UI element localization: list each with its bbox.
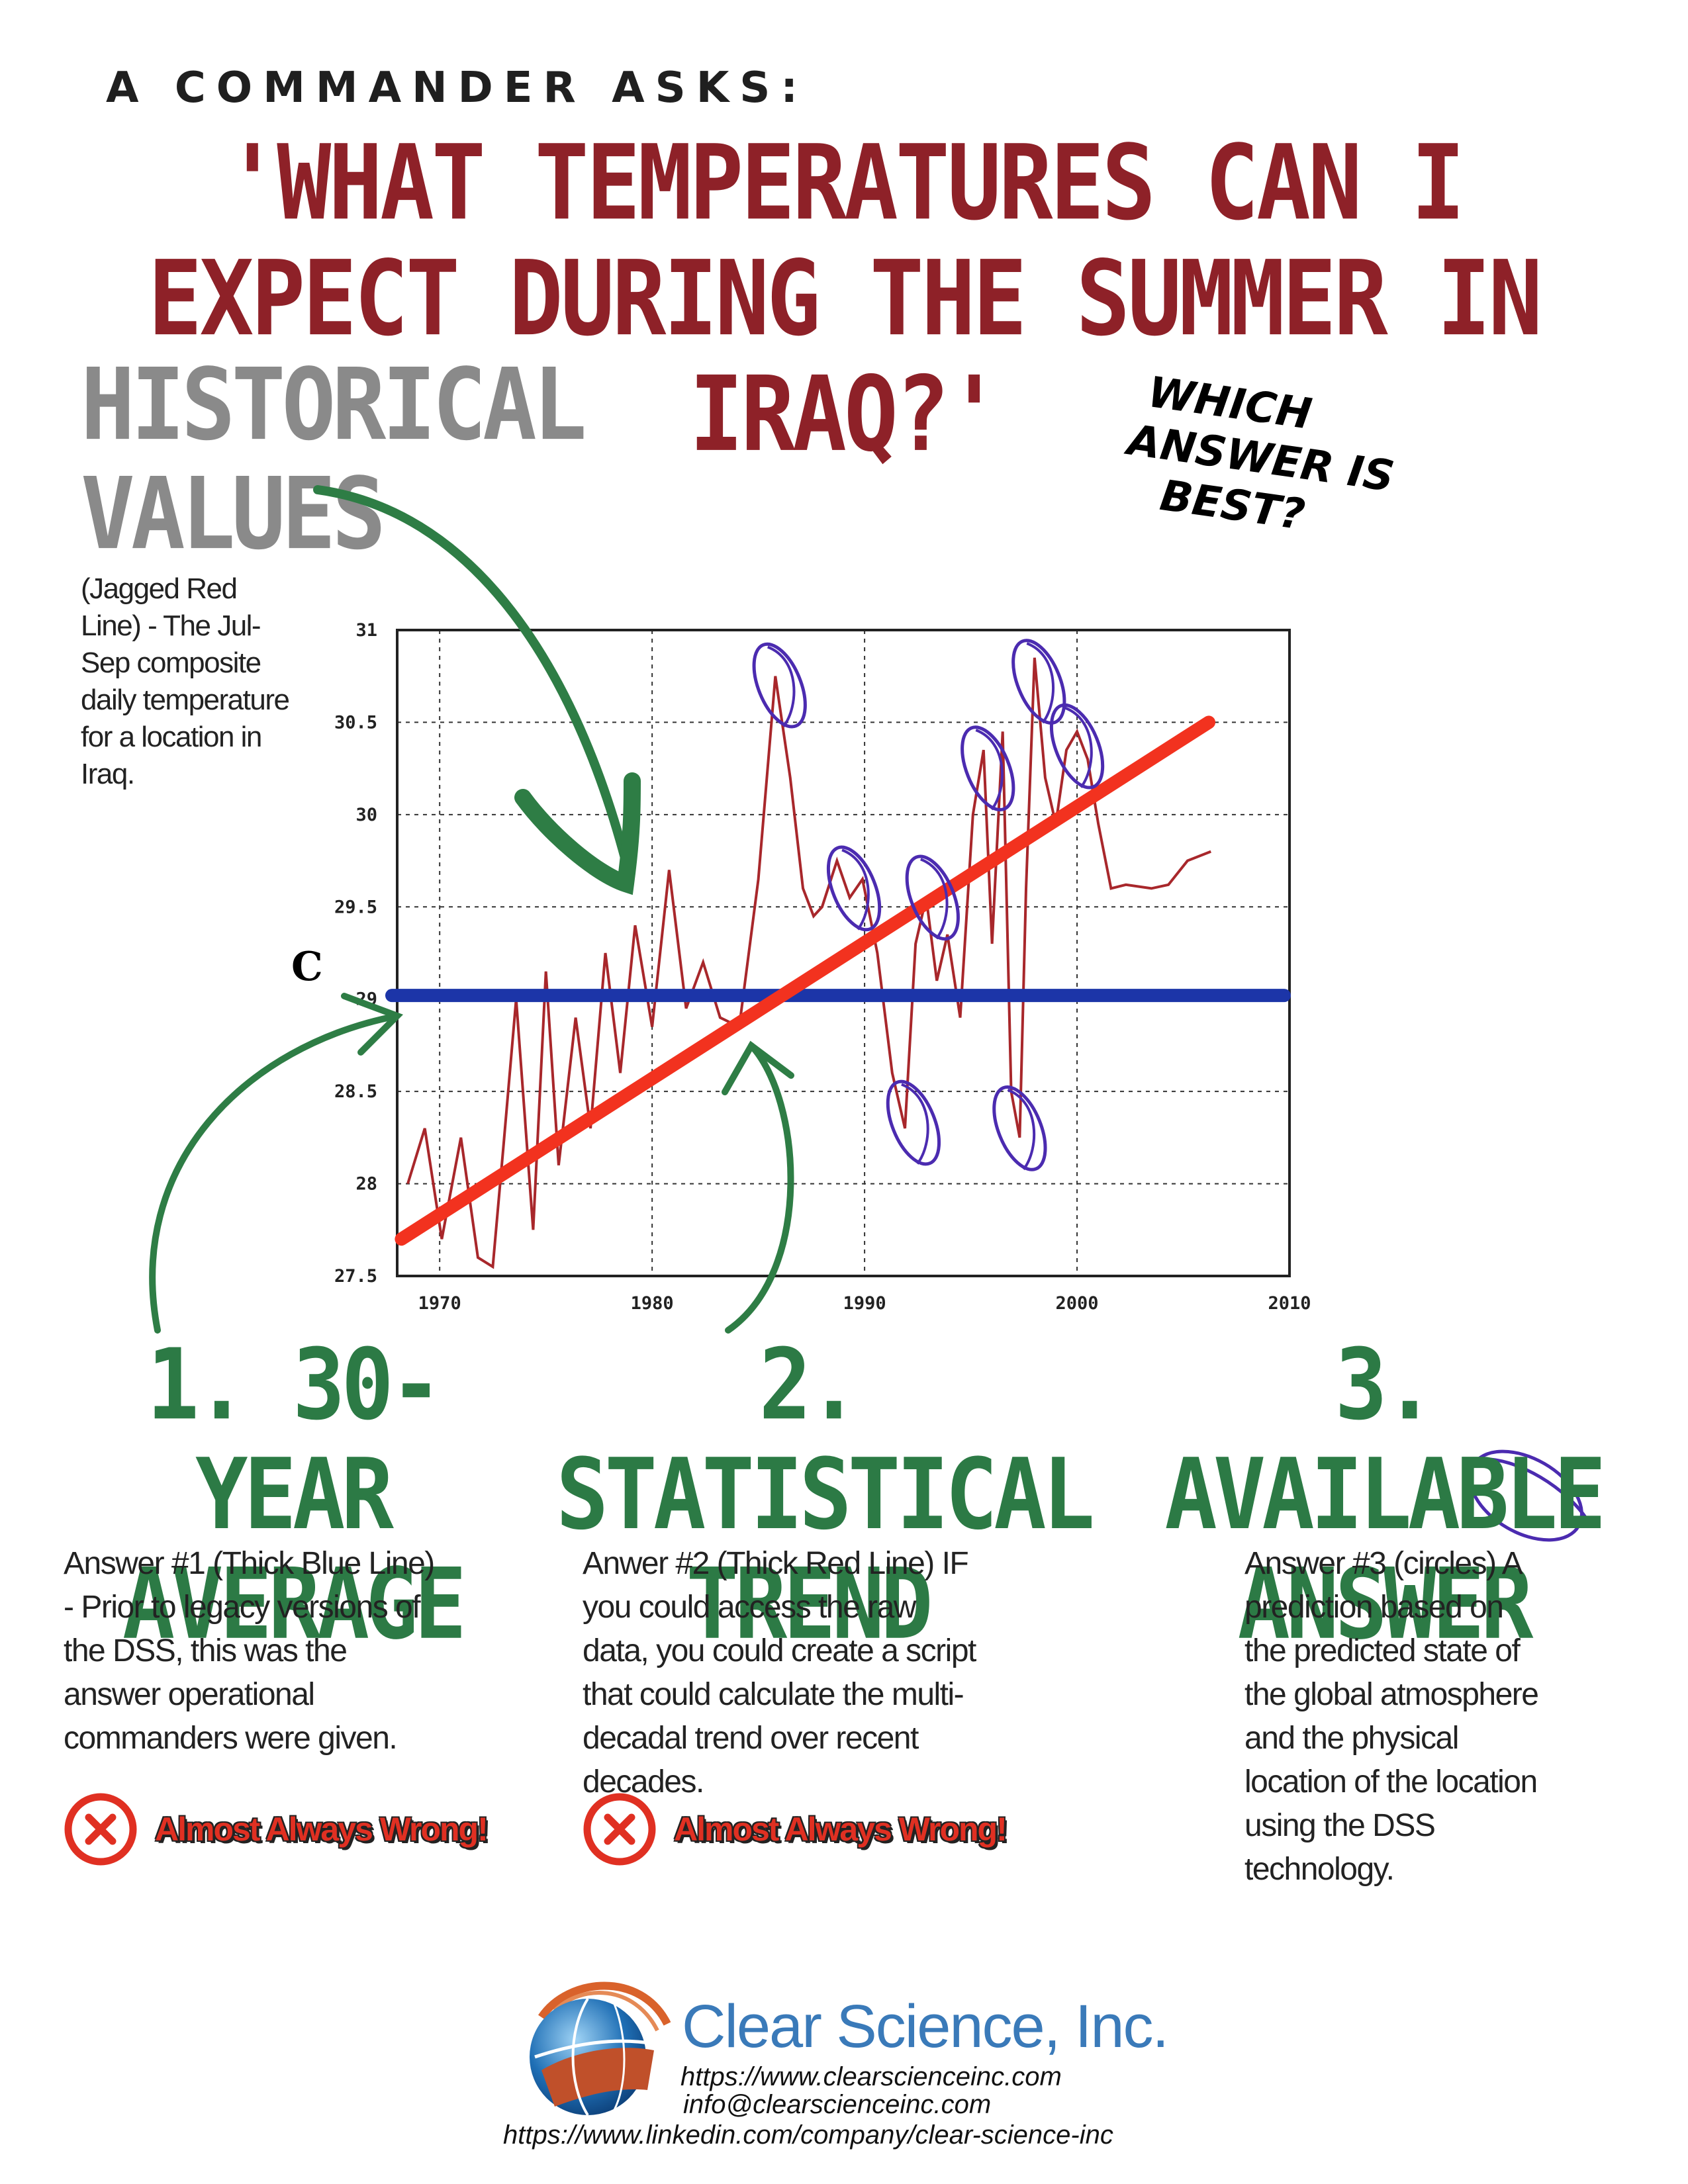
- plot-frame: [396, 629, 1291, 1277]
- prediction-circle-ring: [752, 642, 807, 729]
- x-tick-label: 2010: [1268, 1293, 1311, 1314]
- y-tick-label: 28: [355, 1174, 377, 1195]
- section-available-answer-title: 3. AVAILABLE ANSWER: [1125, 1330, 1642, 1659]
- prediction-circle-ring: [1049, 703, 1105, 790]
- verdict-label: Almost Always Wrong!: [155, 1811, 489, 1848]
- prediction-circle-stroke: [920, 858, 949, 940]
- y-tick-label: 30.5: [334, 712, 377, 733]
- section1-title-line1: 1. 30-YEAR: [146, 1328, 443, 1552]
- arrow-30-year-average: [149, 993, 404, 1334]
- prediction-circle: [826, 845, 882, 932]
- prediction-circle-ring: [1011, 639, 1066, 725]
- prediction-circle-ring: [886, 1079, 941, 1166]
- verdict-answer-1: Almost Always Wrong!: [64, 1792, 489, 1866]
- globe-logo-icon: [530, 1981, 671, 2116]
- prediction-circle: [905, 854, 960, 941]
- section3-title-line1: 3. AVAILABLE: [1164, 1328, 1606, 1552]
- prediction-circle-ring: [992, 1085, 1047, 1171]
- prediction-circle: [961, 725, 1015, 812]
- prediction-circle-ring: [905, 854, 960, 941]
- section1-title-line2: AVERAGE: [122, 1547, 467, 1662]
- prediction-circle: [752, 642, 807, 729]
- prediction-circle-stroke: [975, 729, 1004, 811]
- y-tick-label: 28.5: [334, 1081, 377, 1102]
- prediction-circle-ring: [961, 725, 1015, 812]
- verdict-answer-2: Almost Always Wrong!: [583, 1792, 1008, 1866]
- historical-description: (Jagged Red Line) - The Jul-Sep composit…: [81, 572, 290, 790]
- prediction-circle-stroke: [901, 1083, 929, 1165]
- prediction-circle: [1011, 639, 1066, 725]
- section3-description: Answer #3 (circles) A prediction based o…: [1244, 1546, 1539, 1887]
- x-tick-label: 1980: [631, 1293, 674, 1314]
- section-statistical-trend-title: 2. STATISTICAL TREND: [556, 1328, 1095, 1662]
- x-tick-label: 1990: [843, 1293, 886, 1314]
- email-link[interactable]: info@clearscienceinc.com: [683, 2090, 992, 2119]
- historical-title-line2: VALUES: [81, 457, 386, 572]
- section2-title-line2: TREND: [686, 1547, 933, 1662]
- prediction-circle-stroke: [1064, 706, 1093, 788]
- brand-name: Clear Science, Inc.: [682, 1993, 1169, 2060]
- trend-line: [395, 715, 1216, 1246]
- y-tick-label: 29.5: [334, 897, 377, 917]
- x-tick-label: 1970: [418, 1293, 461, 1314]
- linkedin-link[interactable]: https://www.linkedin.com/company/clear-s…: [503, 2120, 1113, 2150]
- x-tick-label: 2000: [1056, 1293, 1099, 1314]
- circle-scribble-icon: [1468, 1449, 1591, 1542]
- kicker: A COMMANDER ASKS:: [106, 64, 808, 113]
- page-title: 'WHAT TEMPERATURES CAN I EXPECT DURING T…: [148, 123, 1543, 475]
- section2-description: Anwer #2 (Thick Red Line) IF you could a…: [583, 1546, 976, 1799]
- y-tick-label: 30: [355, 805, 377, 825]
- prediction-circle: [886, 1079, 941, 1166]
- prediction-circle-stroke: [1007, 1089, 1036, 1171]
- section3-title-line2: ANSWER: [1237, 1547, 1534, 1662]
- historical-temperature-line: [406, 657, 1211, 1269]
- arrow-historical-values: [313, 485, 641, 895]
- historical-title-line1: HISTORICAL: [81, 347, 587, 463]
- x-circle-icon: [64, 1793, 137, 1866]
- section-30-year-average-title: 1. 30-YEAR AVERAGE: [54, 1330, 531, 1659]
- y-axis-label: C: [291, 944, 323, 990]
- prediction-circle: [992, 1085, 1047, 1171]
- prediction-circle: [1049, 703, 1105, 790]
- verdict-label: Almost Always Wrong!: [674, 1811, 1008, 1848]
- historical-values-title: HISTORICAL VALUES: [81, 347, 587, 572]
- y-tick-label: 31: [355, 620, 377, 641]
- website-link[interactable]: https://www.clearscienceinc.com: [680, 2062, 1062, 2091]
- prediction-circle-stroke: [767, 645, 796, 727]
- arrow-statistical-trend: [722, 1040, 794, 1334]
- x-circle-icon: [583, 1793, 656, 1866]
- prediction-circle-ring: [826, 845, 882, 932]
- prediction-circle-stroke: [1026, 642, 1055, 724]
- y-tick-label: 27.5: [334, 1266, 377, 1287]
- prediction-circle-stroke: [841, 848, 870, 931]
- section2-title-line1: 2. STATISTICAL: [556, 1328, 1095, 1552]
- section1-description: Answer #1 (Thick Blue Line) - Prior to l…: [64, 1546, 435, 1756]
